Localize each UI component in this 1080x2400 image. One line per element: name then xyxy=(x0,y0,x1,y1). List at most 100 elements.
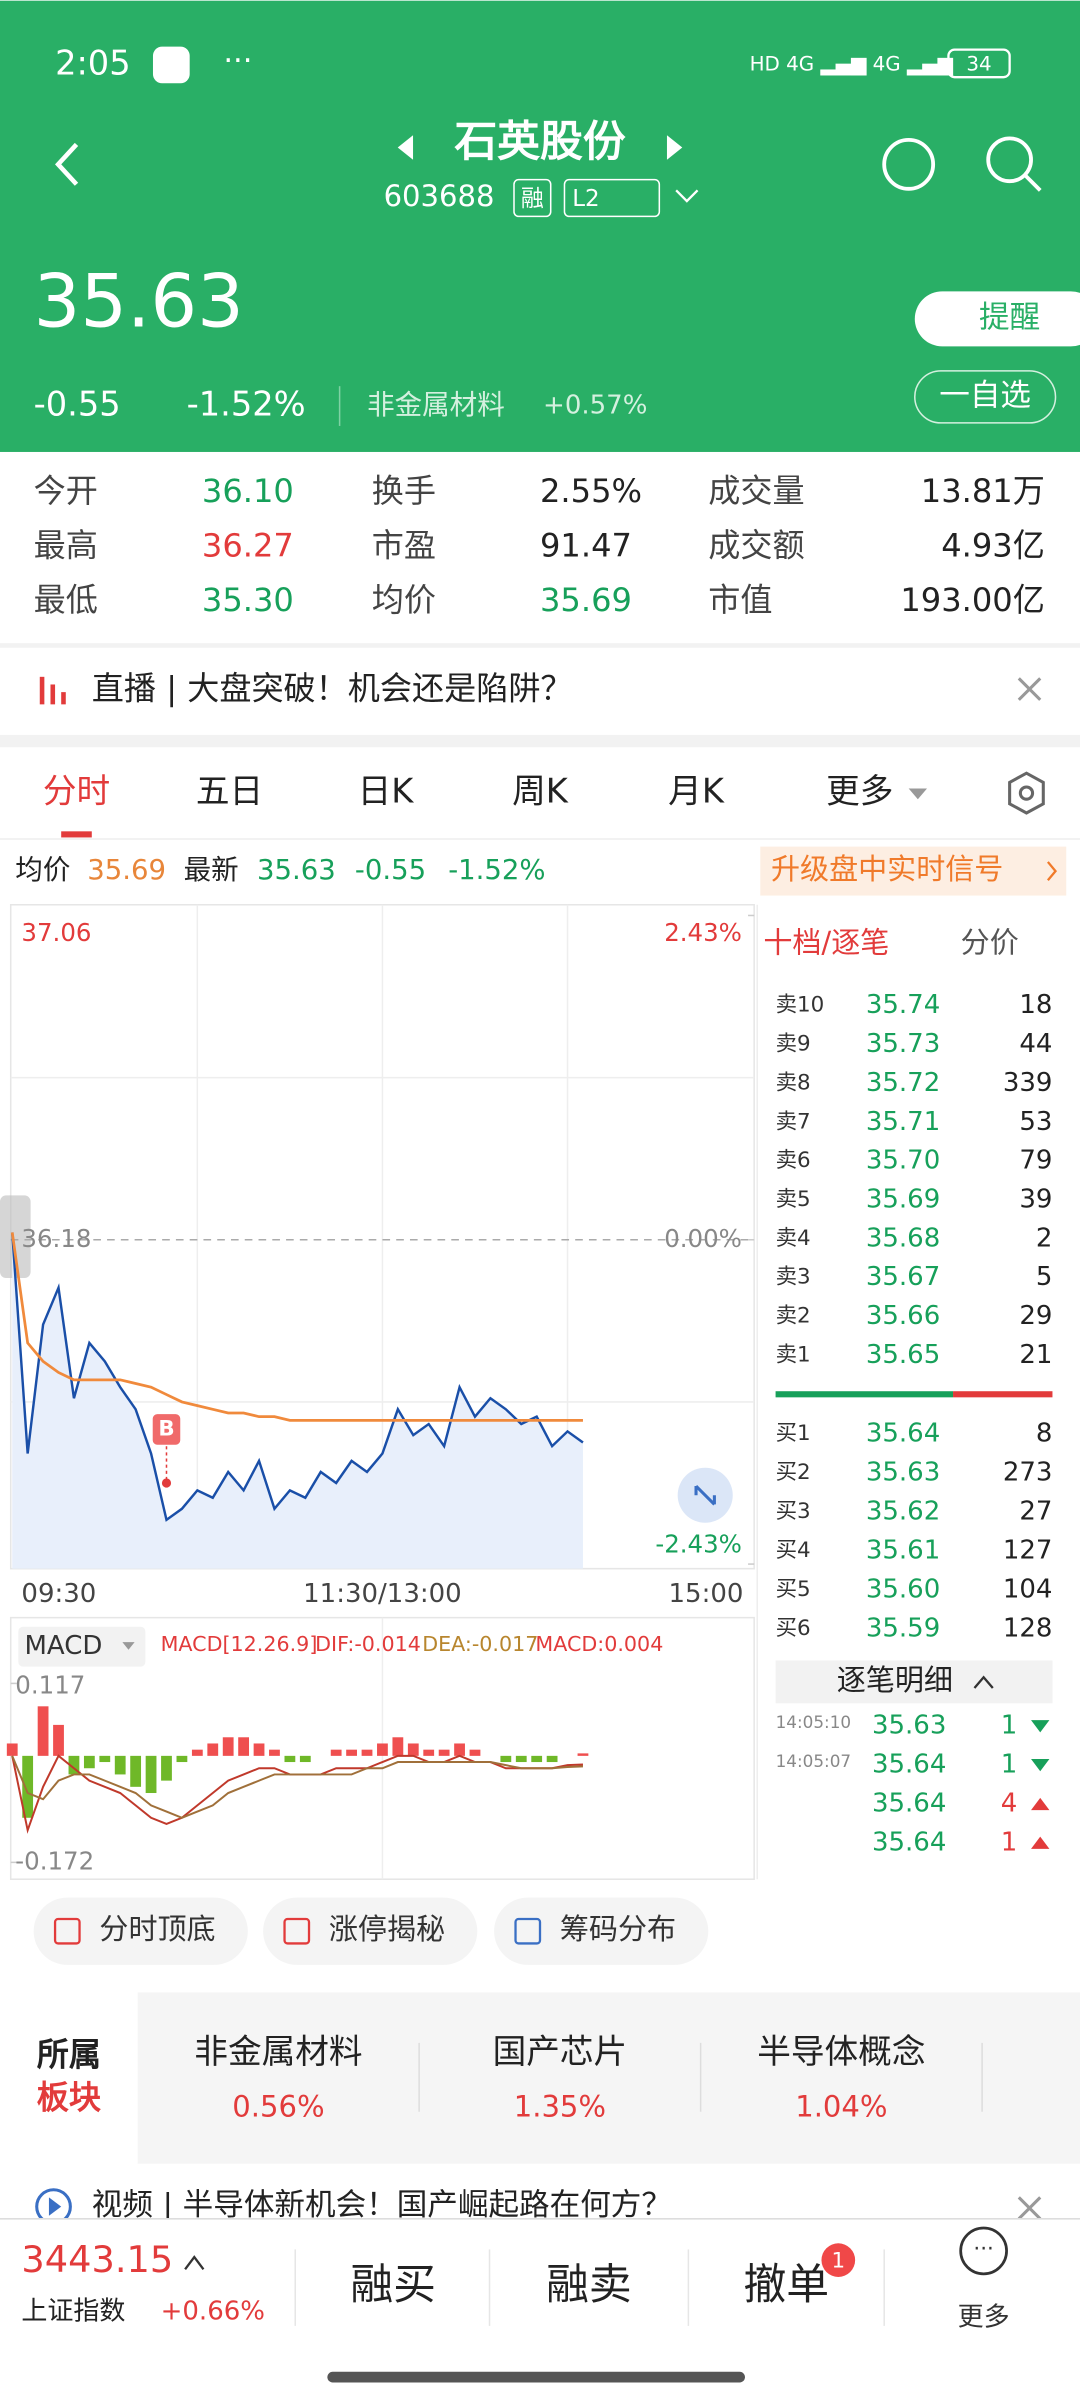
macd-bar xyxy=(392,1737,404,1756)
search-button[interactable] xyxy=(986,136,1033,184)
macd-selector[interactable] xyxy=(18,1626,146,1667)
macd-bar xyxy=(330,1749,342,1756)
stat-value: 35.69 xyxy=(540,581,632,619)
avg-value: 35.69 xyxy=(87,854,166,886)
action-button[interactable]: 撤单 xyxy=(743,2260,829,2310)
trade-direction xyxy=(1031,1836,1050,1849)
tool-button[interactable] xyxy=(263,1897,478,1965)
trade-price: 35.64 xyxy=(872,1750,946,1780)
tab[interactable]: 五日 xyxy=(196,772,263,811)
macd-bar xyxy=(299,1755,311,1763)
macd-bar xyxy=(99,1755,111,1763)
macd-bar xyxy=(253,1743,265,1756)
x-tick-label: 09:30 xyxy=(21,1579,96,1609)
trade-direction xyxy=(1031,1758,1050,1772)
macd-bar xyxy=(6,1743,18,1756)
sector[interactable]: 非金属材料 xyxy=(367,389,505,421)
tool-button[interactable] xyxy=(494,1897,709,1965)
chevron-up xyxy=(973,1675,994,1689)
action-button[interactable]: 融卖 xyxy=(546,2260,632,2310)
sector-name: 国产芯片 xyxy=(493,2032,628,2071)
upgrade-label: 升级盘中实时信号 xyxy=(771,852,1003,886)
tab[interactable]: 日K xyxy=(358,772,415,811)
prev-stock[interactable] xyxy=(397,135,414,160)
ask-price: 35.66 xyxy=(866,1301,940,1331)
close-video[interactable] xyxy=(1017,2196,1042,2220)
upgrade-button[interactable] xyxy=(760,846,1067,896)
bid-label: 买5 xyxy=(776,1577,811,1602)
stat-value: 2.55% xyxy=(540,472,642,510)
more-icon[interactable] xyxy=(959,2226,1008,2276)
by-price-tab[interactable]: 分价 xyxy=(961,926,1019,960)
macd-bar xyxy=(500,1755,512,1763)
latest-change-pct: -1.52% xyxy=(448,854,545,886)
alert-label: 提醒 xyxy=(979,300,1040,335)
ask-price: 35.74 xyxy=(866,990,940,1020)
sector-name: 半导体概念 xyxy=(757,2032,925,2071)
tab[interactable]: 周K xyxy=(512,772,569,811)
macd-bar xyxy=(284,1755,296,1763)
back-button[interactable] xyxy=(55,142,79,186)
index-value: 3443.15 xyxy=(21,2238,173,2281)
level-badge: L2 xyxy=(572,186,599,212)
close-banner[interactable] xyxy=(1017,677,1042,701)
bid-volume: 273 xyxy=(1003,1458,1053,1488)
macd-title: MACD[12.26.9] xyxy=(161,1632,318,1656)
tool-button[interactable] xyxy=(33,1897,248,1965)
chart-settings[interactable] xyxy=(1008,771,1045,815)
ask-label: 卖8 xyxy=(776,1070,811,1095)
watchlist-button[interactable] xyxy=(914,370,1057,424)
live-banner[interactable]: 直播 | 大盘突破！机会还是陷阱？ xyxy=(92,670,573,708)
stat-value: 36.27 xyxy=(202,527,294,565)
macd-tick-label: 0.117 xyxy=(15,1670,85,1699)
ask-volume: 339 xyxy=(1003,1068,1053,1098)
tab[interactable]: 更多 xyxy=(826,772,893,811)
next-stock[interactable] xyxy=(666,135,683,160)
alert-button[interactable] xyxy=(914,291,1080,347)
macd-bar xyxy=(37,1706,49,1756)
bid-price: 35.62 xyxy=(866,1497,940,1527)
bid-volume: 27 xyxy=(1019,1497,1052,1527)
bid-price: 35.64 xyxy=(866,1419,940,1449)
dropdown[interactable] xyxy=(675,189,699,203)
avg-label: 均价 xyxy=(15,854,70,886)
tool-label: 涨停揭秘 xyxy=(329,1912,445,1946)
macd-bar xyxy=(130,1755,142,1787)
ask-label: 卖1 xyxy=(776,1342,811,1367)
detail-title: 逐笔明细 xyxy=(837,1663,953,1697)
tab[interactable]: 分时 xyxy=(43,772,110,811)
sector-panel xyxy=(137,1992,1080,2164)
tool-label: 分时顶底 xyxy=(99,1912,215,1946)
macd-bar xyxy=(83,1755,95,1769)
order-book-title: 十档/逐笔 xyxy=(763,926,889,960)
home-indicator xyxy=(327,2371,745,2383)
macd-tick-label: -0.172 xyxy=(15,1846,94,1875)
bid-volume: 127 xyxy=(1003,1536,1053,1566)
bid-label: 买4 xyxy=(776,1538,811,1563)
tab[interactable]: 月K xyxy=(668,772,725,811)
drawer-handle[interactable] xyxy=(0,1195,31,1279)
change: -0.55 xyxy=(34,385,121,424)
macd-bar xyxy=(515,1755,527,1763)
refresh-button[interactable] xyxy=(882,137,936,191)
ask-label: 卖7 xyxy=(776,1109,811,1134)
app-icon xyxy=(152,46,190,84)
latest-label: 最新 xyxy=(184,854,239,886)
ask-volume: 29 xyxy=(1019,1301,1052,1331)
macd-bar xyxy=(469,1749,481,1756)
ask-price: 35.67 xyxy=(866,1262,940,1292)
detail-header[interactable] xyxy=(775,1660,1053,1704)
sector-card-hit[interactable] xyxy=(422,2005,697,2152)
sector-card-hit[interactable] xyxy=(141,2005,416,2152)
signal: HD 4G ▂▄▆ 4G ▂▄▆ xyxy=(750,52,954,75)
avg-line xyxy=(10,1232,583,1422)
chevron-up xyxy=(184,2255,205,2270)
video-banner[interactable]: 视频 | 半导体新机会！国产崛起路在何方？ xyxy=(92,2188,672,2223)
ask-price: 35.73 xyxy=(866,1029,940,1059)
action-button[interactable]: 融买 xyxy=(350,2260,436,2310)
tool-icon xyxy=(283,1917,311,1945)
sector-card-hit[interactable] xyxy=(704,2005,979,2152)
sector-pct: 0.56% xyxy=(232,2090,324,2124)
